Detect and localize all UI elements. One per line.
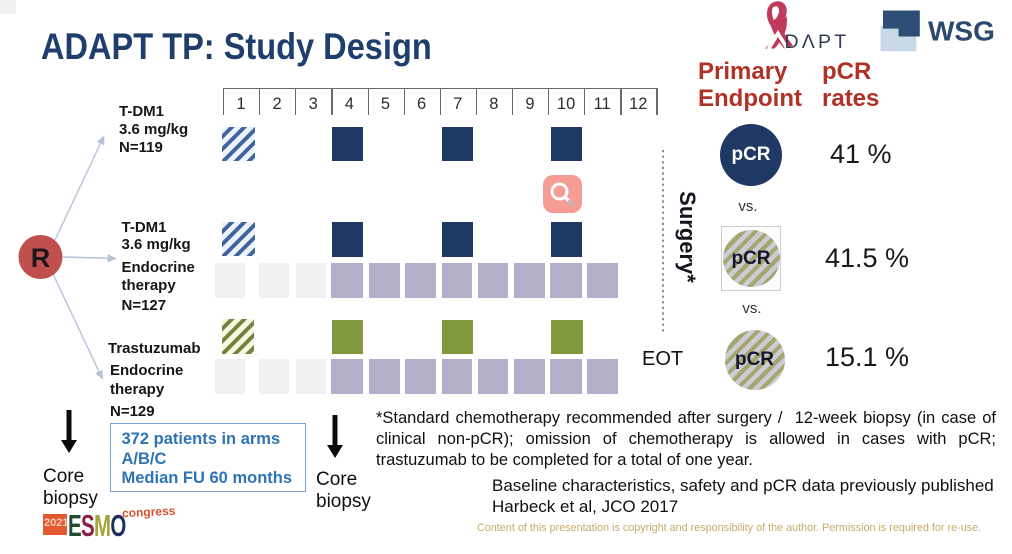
svg-text:WSG: WSG: [928, 16, 995, 47]
svg-text:R: R: [31, 243, 51, 273]
svg-text:DΛPT: DΛPT: [784, 31, 849, 52]
